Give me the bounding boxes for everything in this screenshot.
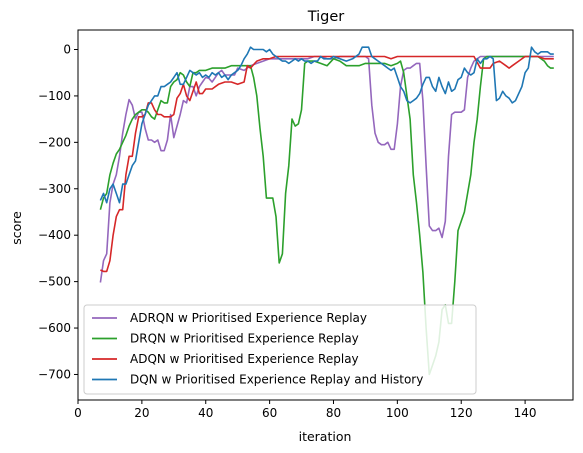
x-tick-label: 60 [262, 406, 277, 420]
y-axis-label: score [9, 211, 24, 245]
y-tick-label: −400 [38, 228, 71, 242]
y-tick-label: −200 [38, 135, 71, 149]
x-tick-label: 140 [514, 406, 537, 420]
legend-label-2: DRQN w Prioritised Experience Replay [130, 332, 359, 346]
series-line-1 [99, 55, 554, 283]
plot-frame [77, 29, 574, 401]
legend-label-3: ADQN w Prioritised Experience Replay [130, 352, 359, 366]
y-tick-label: −600 [38, 321, 71, 335]
legend: ADRQN w Prioritised Experience Replay DRQ… [83, 304, 477, 395]
x-axis-label: iteration [299, 429, 352, 444]
y-axis: 0 −100 −200 −300 −400 −500 −600 −700 [38, 42, 78, 381]
x-tick-label: 20 [134, 406, 149, 420]
x-tick-label: 120 [450, 406, 473, 420]
y-tick-label: −500 [38, 275, 71, 289]
x-tick-label: 100 [386, 406, 409, 420]
chart-title: Tiger [307, 9, 345, 25]
y-tick-label: −700 [38, 367, 71, 381]
legend-label-1: ADRQN w Prioritised Experience Replay [130, 311, 367, 325]
y-tick-label: −300 [38, 182, 71, 196]
x-tick-label: 0 [74, 406, 82, 420]
series-line-2 [99, 55, 554, 376]
x-tick-label: 40 [198, 406, 213, 420]
y-tick-label: 0 [63, 42, 71, 56]
series-line-3 [100, 55, 554, 273]
plot-area [99, 46, 554, 376]
legend-label-4: DQN w Prioritised Experience Replay and … [130, 373, 423, 387]
series-line-4 [99, 46, 554, 204]
legend-box [83, 304, 477, 395]
x-tick-label: 80 [326, 406, 341, 420]
y-tick-label: −100 [38, 89, 71, 103]
x-axis: 0 20 40 60 80 100 120 140 [74, 400, 537, 420]
